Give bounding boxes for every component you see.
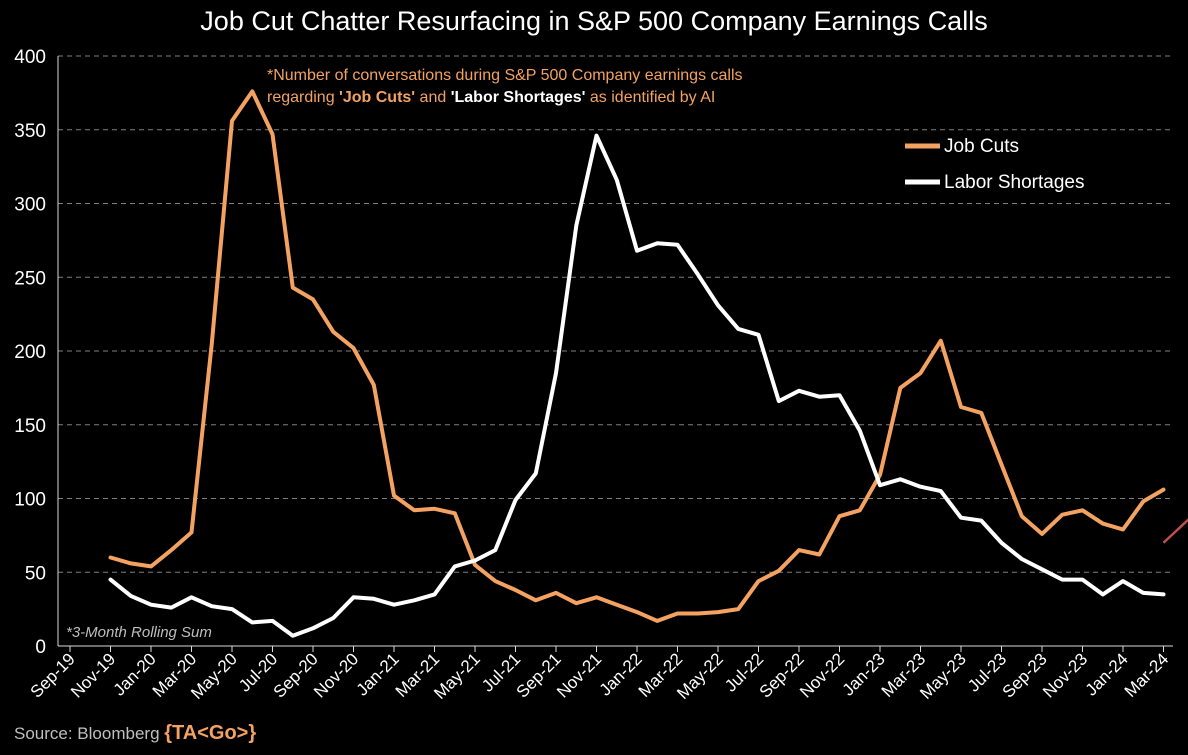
legend: Job Cuts Labor Shortages bbox=[905, 136, 1085, 193]
x-tick-label: Mar-24 bbox=[1121, 649, 1173, 701]
x-tick-label: May-20 bbox=[187, 649, 241, 703]
series-line-job-cuts bbox=[108, 89, 1166, 623]
series-lines bbox=[108, 89, 1166, 638]
x-tick-label: Nov-19 bbox=[67, 649, 119, 701]
source-line: Source: Bloomberg {TA<Go>} bbox=[14, 722, 256, 745]
chart-title: Job Cut Chatter Resurfacing in S&P 500 C… bbox=[200, 6, 988, 36]
source-label: Source: Bloomberg bbox=[14, 724, 165, 743]
series-line-labor-shortages bbox=[108, 133, 1166, 638]
x-tick-label: May-21 bbox=[430, 649, 484, 703]
legend-label-labor-shortages: Labor Shortages bbox=[944, 172, 1085, 193]
y-tick-label: 400 bbox=[14, 47, 46, 68]
y-tick-label: 0 bbox=[35, 637, 46, 658]
y-axis-ticks: 0 50 100 150 200 250 300 350 400 bbox=[14, 47, 46, 658]
x-tick-label: May-22 bbox=[673, 649, 727, 703]
ta-tag: {TA<Go>} bbox=[164, 722, 257, 744]
x-tick-label: Nov-23 bbox=[1039, 649, 1091, 701]
trend-arrow bbox=[1162, 518, 1188, 544]
y-tick-label: 200 bbox=[14, 342, 46, 363]
x-tick-label: Sep-23 bbox=[999, 649, 1051, 701]
trend-arrow-shaft bbox=[1162, 518, 1188, 544]
x-tick-label: May-23 bbox=[916, 649, 970, 703]
y-tick-label: 350 bbox=[14, 121, 46, 142]
y-tick-label: 250 bbox=[14, 268, 46, 289]
y-tick-label: 50 bbox=[25, 563, 46, 584]
y-tick-label: 100 bbox=[14, 490, 46, 511]
y-tick-label: 300 bbox=[14, 195, 46, 216]
annotation-line-2: regarding 'Job Cuts' and 'Labor Shortage… bbox=[267, 89, 715, 106]
x-tick-label: Sep-21 bbox=[513, 649, 565, 701]
annotation-line-1: *Number of conversations during S&P 500 … bbox=[267, 67, 743, 84]
y-tick-label: 150 bbox=[14, 416, 46, 437]
legend-label-job-cuts: Job Cuts bbox=[944, 136, 1019, 157]
x-tick-label: Nov-21 bbox=[553, 649, 605, 701]
footnote: *3-Month Rolling Sum bbox=[66, 624, 212, 641]
x-tick-label: Nov-22 bbox=[796, 649, 848, 701]
x-tick-label: Sep-22 bbox=[756, 649, 808, 701]
x-tick-label: Sep-20 bbox=[270, 649, 322, 701]
x-tick-label: Nov-20 bbox=[310, 649, 362, 701]
gridlines bbox=[58, 55, 1173, 573]
